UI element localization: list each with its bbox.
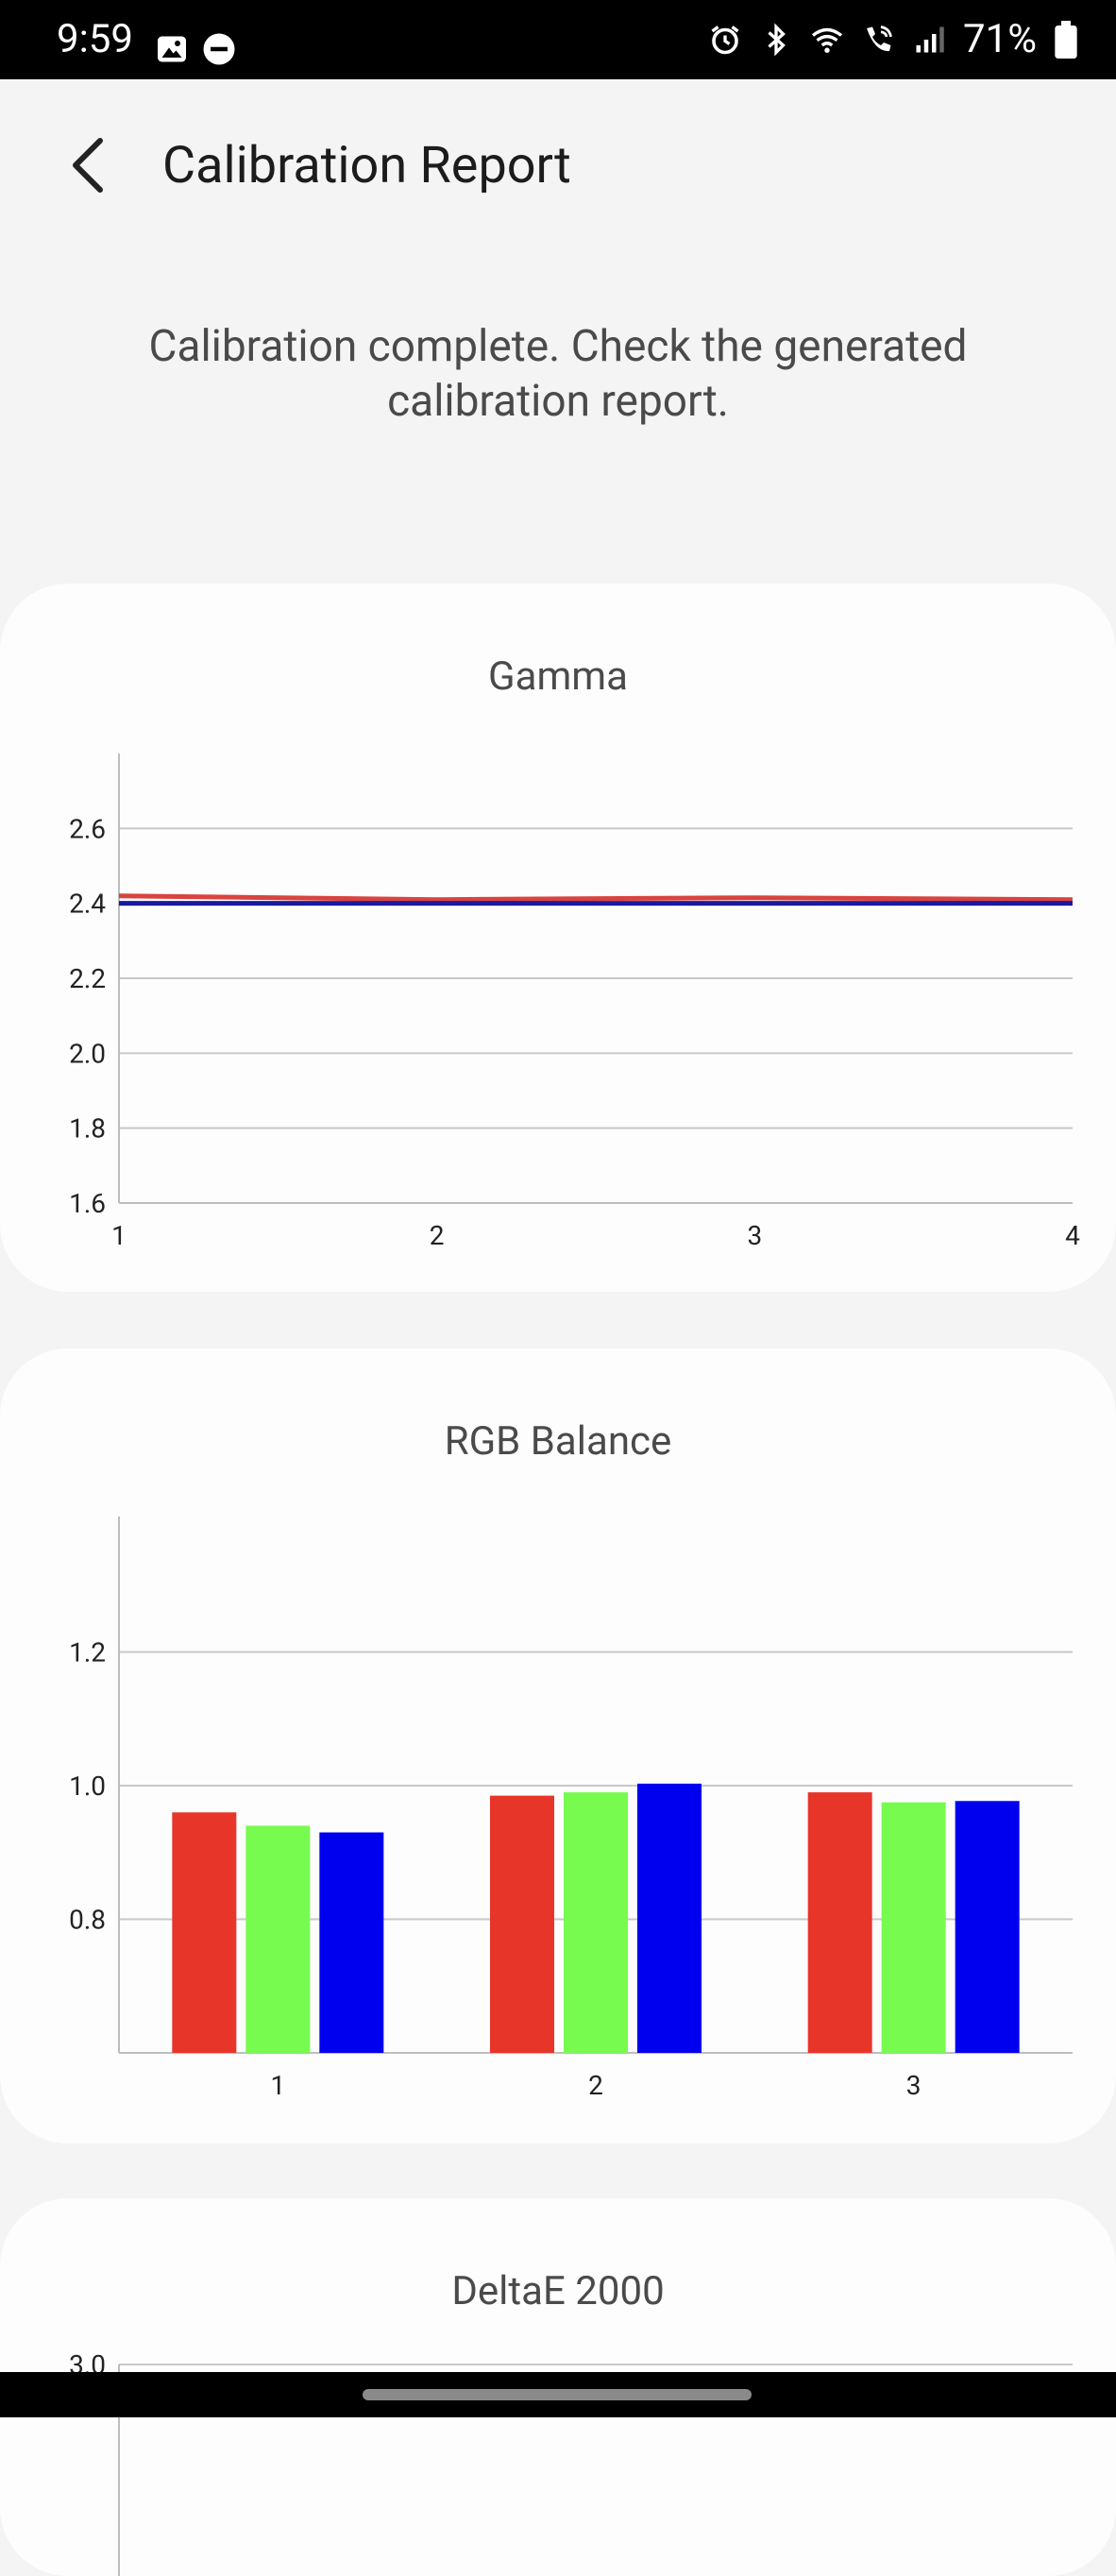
gamma-x-tick-label: 2	[430, 1220, 445, 1251]
gamma-y-tick-label: 2.2	[69, 963, 106, 994]
page-title: Calibration Report	[162, 136, 571, 195]
rgb-bar-1-1	[172, 1812, 237, 2053]
app-bar: Calibration Report	[0, 79, 1116, 240]
alarm-icon	[711, 25, 739, 55]
rgb-balance-chart: 0.8 1.0 1.2 1 2 3	[69, 1517, 1073, 2101]
rgb-y-tick-label: 0.8	[69, 1905, 106, 1936]
back-arrow-icon	[73, 138, 103, 193]
wifi-icon	[811, 27, 843, 53]
rgb-bar-3-3	[955, 1801, 1020, 2053]
rgb-bar-2-3	[637, 1783, 702, 2053]
gamma-series-line-1	[118, 893, 1074, 903]
status-bar: 9:59	[0, 0, 1116, 79]
gamma-card: Gamma 1.6 1.8 2.0 2.2 2.4 2.6 1 2 3 4	[0, 584, 1116, 1292]
gallery-icon	[158, 36, 186, 62]
bluetooth-icon	[768, 23, 786, 57]
rgb-bar-3-2	[881, 1802, 946, 2053]
rgb-bar-2-2	[564, 1792, 628, 2053]
rgb-bar-2-1	[490, 1795, 554, 2053]
rgb-balance-card: RGB Balance 0.8 1.0 1.2 1 2 3	[0, 1348, 1116, 2144]
calibration-complete-message: Calibration complete. Check the generate…	[148, 321, 968, 427]
signal-icon	[916, 26, 944, 53]
rgb-bar-3-1	[807, 1792, 872, 2053]
gamma-y-tick-label: 1.6	[69, 1188, 106, 1219]
gamma-x-tick-label: 4	[1065, 1220, 1080, 1251]
wifi-calling-icon	[867, 25, 892, 52]
gamma-y-tick-label: 2.6	[69, 813, 106, 844]
battery-icon	[1055, 21, 1077, 59]
rgb-x-tick-label: 3	[906, 2070, 922, 2101]
rgb-x-tick-label: 1	[270, 2070, 285, 2101]
gamma-y-tick-label: 2.0	[69, 1038, 106, 1069]
gamma-chart-title: Gamma	[488, 653, 628, 700]
back-button[interactable]	[55, 132, 121, 198]
rgb-x-tick-label: 2	[588, 2070, 603, 2101]
rgb-bar-1-3	[319, 1832, 384, 2053]
gamma-chart: 1.6 1.8 2.0 2.2 2.4 2.6 1 2 3 4	[69, 754, 1080, 1251]
rgb-y-tick-label: 1.2	[69, 1637, 106, 1669]
gamma-x-tick-label: 3	[747, 1220, 762, 1251]
rgb-balance-chart-title: RGB Balance	[444, 1418, 672, 1465]
gamma-y-tick-label: 1.8	[69, 1113, 106, 1144]
gamma-x-tick-label: 1	[111, 1220, 127, 1251]
rgb-y-tick-label: 1.0	[69, 1771, 106, 1802]
status-time: 9:59	[57, 16, 133, 62]
battery-percent: 71%	[963, 16, 1037, 62]
dnd-icon	[203, 33, 235, 65]
gamma-y-tick-label: 2.4	[69, 889, 106, 920]
home-gesture-handle[interactable]	[363, 2389, 752, 2400]
deltae-chart-title: DeltaE 2000	[451, 2268, 665, 2314]
rgb-bar-1-2	[245, 1825, 311, 2053]
